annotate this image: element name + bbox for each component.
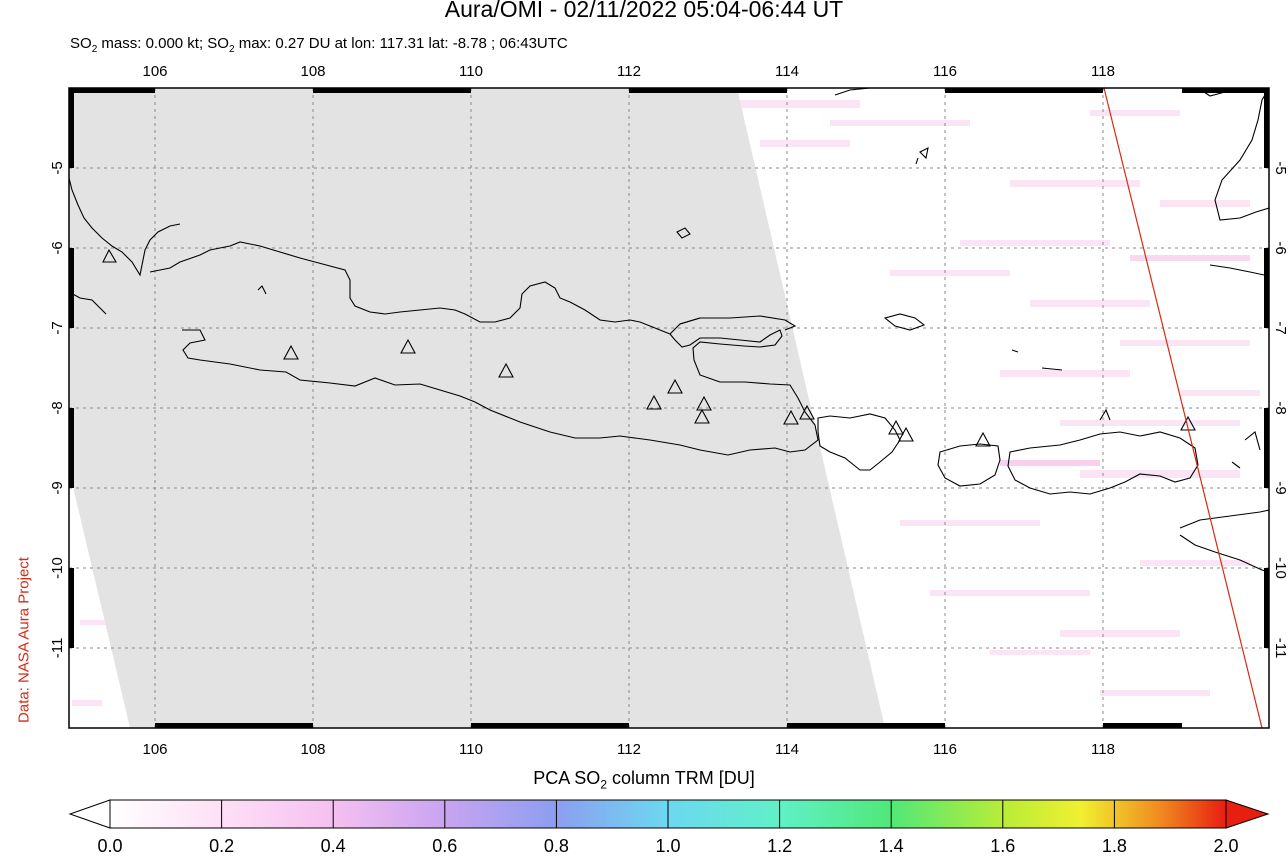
lon-label: 114 bbox=[775, 63, 799, 80]
colorbar-tick-label: 1.6 bbox=[990, 836, 1016, 856]
colorbar-high-arrow bbox=[1225, 799, 1270, 829]
lat-label: -9 bbox=[49, 481, 66, 494]
lon-label: 116 bbox=[933, 63, 957, 80]
volcano-marker bbox=[400, 338, 416, 354]
map-subtitle: SO2 mass: 0.000 kt; SO2 max: 0.27 DU at … bbox=[70, 35, 568, 55]
lat-label: -7 bbox=[1272, 321, 1288, 334]
coast-java bbox=[149, 241, 819, 456]
colorbar-tick-label: 1.4 bbox=[878, 836, 904, 856]
lat-label: -5 bbox=[1272, 161, 1288, 174]
lat-label: -6 bbox=[1272, 241, 1288, 254]
lat-labels-left: -5 -6 -7 -8 -9 -10 -11 bbox=[49, 161, 66, 658]
subtitle-mass-prefix: SO bbox=[70, 35, 92, 52]
colorbar-tick-label: 1.0 bbox=[655, 836, 681, 856]
colorbar-low-arrow bbox=[68, 799, 111, 829]
lat-label: -10 bbox=[1272, 557, 1288, 579]
subtitle-mass-sub: 2 bbox=[91, 44, 98, 55]
lat-label: -11 bbox=[1272, 638, 1288, 659]
volcano-markers bbox=[102, 248, 1196, 447]
lon-label: 118 bbox=[1091, 63, 1115, 80]
lon-label: 112 bbox=[617, 63, 641, 80]
lon-label: 116 bbox=[933, 741, 957, 758]
volcano-marker bbox=[667, 378, 683, 394]
lon-labels-top: 106 108 110 112 114 116 118 bbox=[142, 63, 1114, 80]
coast-lombok bbox=[937, 443, 1001, 487]
volcano-marker bbox=[799, 404, 815, 420]
colorbar-tick-label: 2.0 bbox=[1213, 836, 1239, 856]
volcano-marker bbox=[888, 419, 904, 435]
coastlines bbox=[69, 88, 1269, 573]
lat-label: -11 bbox=[49, 638, 66, 659]
map-title: Aura/OMI - 02/11/2022 05:04-06:44 UT bbox=[444, 0, 844, 22]
colorbar-tick-label: 0.4 bbox=[320, 836, 346, 856]
lon-label: 108 bbox=[300, 63, 325, 80]
lat-label: -8 bbox=[49, 401, 66, 414]
lon-label: 106 bbox=[142, 741, 167, 758]
coast-kangean bbox=[883, 313, 926, 331]
colorbar-label-sub: 2 bbox=[600, 777, 607, 792]
coast-sumbawa bbox=[1007, 431, 1199, 495]
lat-label: -10 bbox=[49, 557, 66, 579]
lat-label: -7 bbox=[49, 321, 66, 334]
volcano-marker bbox=[975, 431, 991, 447]
subtitle-max-sub: 2 bbox=[228, 44, 235, 55]
lon-label: 112 bbox=[617, 741, 641, 758]
lon-labels-bottom: 106 108 110 112 114 116 118 bbox=[142, 741, 1114, 758]
lon-label: 110 bbox=[459, 741, 483, 758]
volcano-marker bbox=[646, 394, 662, 410]
subtitle-max-text: max: 0.27 DU at lon: 117.31 lat: -8.78 ;… bbox=[234, 35, 568, 52]
coast-bawean bbox=[676, 227, 691, 239]
volcano-marker bbox=[102, 248, 117, 263]
volcano-marker bbox=[696, 395, 712, 411]
map-frame bbox=[68, 87, 1270, 729]
coast-sulawesi-south bbox=[1209, 264, 1269, 277]
colorbar-label-suffix: column TRM [DU] bbox=[607, 768, 755, 788]
lon-label: 118 bbox=[1091, 741, 1115, 758]
coast-madura bbox=[679, 317, 701, 325]
volcano-marker bbox=[283, 344, 299, 360]
lat-label: -9 bbox=[1272, 481, 1288, 494]
volcano-marker bbox=[694, 408, 710, 424]
colorbar-ticks bbox=[221, 800, 1115, 828]
colorbar bbox=[68, 799, 1270, 829]
so2-swath-pixels bbox=[72, 100, 1260, 706]
colorbar-label: PCA SO2 column TRM [DU] bbox=[0, 768, 1288, 792]
lon-label: 106 bbox=[142, 63, 167, 80]
colorbar-tick-label: 0.6 bbox=[432, 836, 458, 856]
orbit-track-line bbox=[1103, 88, 1263, 728]
volcano-marker bbox=[783, 409, 799, 425]
colorbar-tick-label: 1.2 bbox=[767, 836, 793, 856]
colorbar-tick-label: 0.2 bbox=[209, 836, 235, 856]
lon-label: 114 bbox=[775, 741, 799, 758]
lat-label: -5 bbox=[49, 161, 66, 174]
colorbar-tick-label: 0.0 bbox=[97, 836, 123, 856]
lon-label: 108 bbox=[300, 741, 325, 758]
volcano-marker bbox=[498, 362, 514, 378]
volcano-marker bbox=[898, 426, 914, 442]
colorbar-tick-label: 0.8 bbox=[543, 836, 569, 856]
colorbar-label-prefix: PCA SO bbox=[533, 768, 601, 788]
coast-sumba bbox=[1179, 509, 1269, 573]
coast-small-islands bbox=[257, 147, 1261, 469]
subtitle-mass-text: mass: 0.000 kt; SO bbox=[97, 35, 229, 52]
map-plot-area bbox=[69, 88, 1269, 728]
lat-label: -8 bbox=[1272, 401, 1288, 414]
colorbar-tick-label: 1.8 bbox=[1101, 836, 1127, 856]
lat-labels-right: -5 -6 -7 -8 -9 -10 -11 bbox=[1272, 161, 1288, 658]
coast-sumatra bbox=[69, 177, 181, 315]
lat-label: -6 bbox=[49, 241, 66, 254]
coast-bali bbox=[817, 413, 901, 471]
lon-label: 110 bbox=[459, 63, 483, 80]
graticule bbox=[69, 88, 1269, 728]
